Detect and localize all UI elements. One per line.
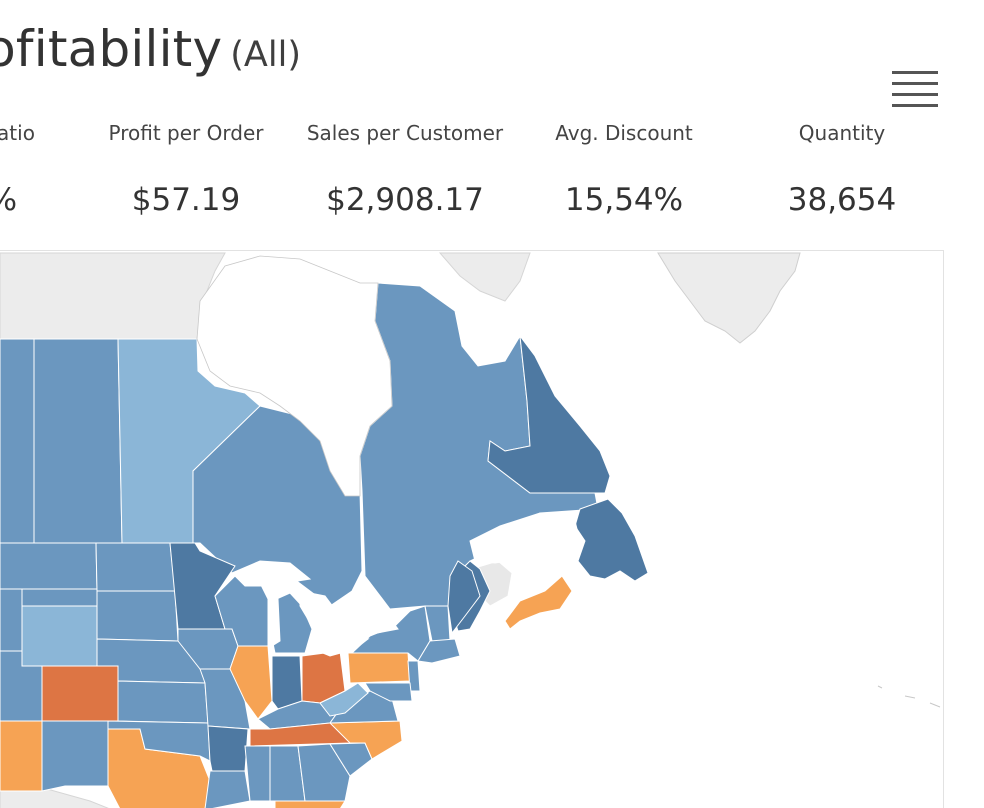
region-maryland-delaware[interactable] [364, 682, 413, 702]
water-hudson-bay [196, 255, 393, 497]
region-montana-east[interactable] [21, 588, 98, 607]
region-arkansas[interactable] [207, 725, 249, 772]
region-colorado[interactable] [41, 665, 119, 722]
kpi-value-sales-per-customer: $2,908.17 [326, 182, 484, 218]
region-alberta[interactable] [33, 338, 123, 544]
region-louisiana[interactable] [204, 770, 251, 808]
region-arizona[interactable] [0, 720, 43, 792]
water-lake-huron [299, 590, 341, 634]
region-oregon[interactable] [0, 588, 23, 652]
region-west-virginia[interactable] [319, 682, 369, 717]
water-lake-michigan [267, 598, 281, 647]
region-new-york[interactable] [350, 605, 431, 662]
land-greenland [657, 252, 801, 344]
region-georgia[interactable] [297, 743, 351, 802]
region-new-jersey[interactable] [407, 660, 421, 692]
kpi-label-profit-ratio: Profit Ratio [0, 121, 35, 145]
region-north-carolina[interactable] [328, 720, 403, 760]
region-kansas[interactable] [117, 680, 209, 724]
region-north-dakota[interactable] [95, 542, 176, 592]
region-pennsylvania[interactable] [347, 652, 411, 684]
dashboard-title: Profitability(All) [0, 24, 301, 74]
region-new-mexico[interactable] [41, 720, 109, 792]
region-labrador[interactable] [487, 334, 611, 494]
region-mississippi[interactable] [244, 745, 271, 802]
land-baffin [438, 252, 531, 302]
region-nova-scotia[interactable] [504, 575, 573, 630]
land-bermuda-dots [877, 685, 941, 708]
region-maine[interactable] [447, 560, 481, 635]
water-lake-superior [231, 560, 312, 587]
kpi-value-profit-ratio: 12,47% [0, 182, 17, 218]
kpi-label-quantity: Quantity [798, 121, 886, 145]
title-text: Profitability [0, 20, 223, 78]
water-gulf-st-lawrence [469, 512, 581, 564]
water-lake-erie [316, 638, 370, 657]
region-south-dakota[interactable] [96, 590, 179, 642]
kpi-label-profit-per-order: Profit per Order [108, 121, 264, 145]
region-mass-ct-ri[interactable] [417, 638, 461, 664]
title-filter[interactable]: (All) [230, 35, 301, 75]
region-wyoming[interactable] [21, 605, 98, 667]
hamburger-menu-icon[interactable] [892, 71, 938, 107]
kpi-value-profit-per-order: $57.19 [131, 182, 241, 218]
map-svg[interactable] [0, 251, 944, 808]
region-washington[interactable] [0, 542, 98, 590]
land-arctic-islands [0, 252, 226, 340]
region-newfoundland[interactable] [574, 498, 649, 582]
kpi-value-quantity: 38,654 [787, 182, 897, 218]
kpi-label-avg-discount: Avg. Discount [555, 121, 693, 145]
region-florida[interactable] [274, 800, 346, 808]
region-bc[interactable] [0, 338, 35, 544]
region-indiana[interactable] [271, 655, 303, 710]
profit-map[interactable] [0, 250, 944, 808]
water-lake-ontario [358, 620, 399, 635]
kpi-label-sales-per-customer: Sales per Customer [306, 121, 504, 145]
kpi-value-avg-discount: 15,54% [564, 182, 684, 218]
